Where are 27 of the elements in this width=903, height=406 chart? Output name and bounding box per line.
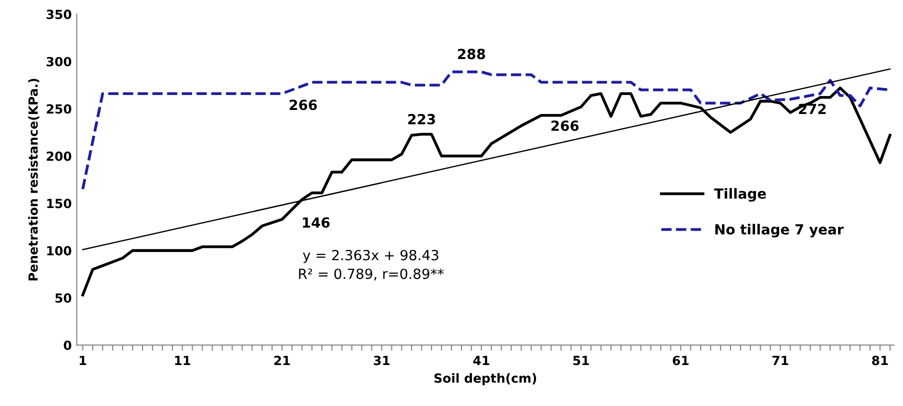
annotation: y = 2.363x + 98.43 R² = 0.789, r=0.89**: [299, 250, 444, 280]
x-tick-label: 41: [473, 356, 490, 366]
y-tick-label: 0: [64, 340, 72, 350]
y-tick-label: 100: [47, 246, 72, 256]
y-axis-title: Penetration resistance(KPa.): [28, 78, 40, 280]
x-tick-label: 71: [772, 356, 788, 366]
x-tick-label: 51: [573, 356, 589, 366]
y-tick-label: 200: [46, 151, 72, 161]
legend-label: No tillage 7 year: [715, 224, 844, 238]
y-tick-label: 50: [55, 293, 72, 303]
y-tick-label: 250: [46, 104, 72, 114]
x-tick-label: 1: [80, 356, 86, 366]
x-tick-label: 21: [274, 356, 290, 366]
y-tick-label: 150: [47, 198, 72, 208]
x-tick-label: 31: [374, 356, 390, 366]
x-tick-label: 11: [175, 356, 190, 366]
legend-label: Tillage: [714, 188, 766, 202]
y-tick-label: 300: [46, 56, 72, 66]
x-axis-title: Soil depth(cm): [434, 373, 536, 386]
annotation: 223: [408, 114, 435, 124]
x-tick-label: 61: [672, 356, 689, 366]
annotation: 146: [302, 217, 330, 228]
y-tick-label: 350: [46, 10, 72, 20]
x-tick-label: 81: [872, 356, 888, 366]
annotation: 288: [458, 48, 486, 60]
annotation: 266: [290, 100, 317, 110]
annotation: 266: [551, 120, 579, 131]
